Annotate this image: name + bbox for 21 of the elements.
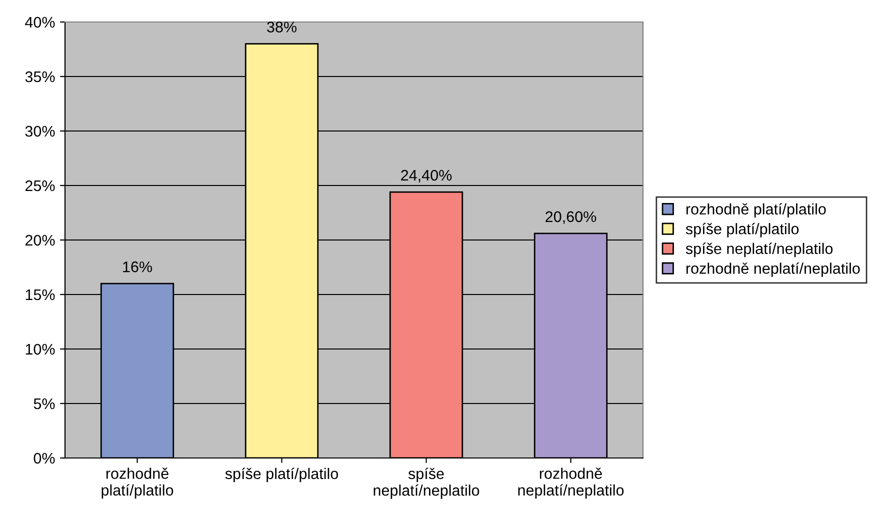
legend-label: spíše platí/platilo	[686, 222, 799, 238]
y-tick-label: 25%	[25, 180, 55, 192]
y-tick-label: 5%	[34, 398, 55, 410]
y-tick-label: 10%	[26, 344, 55, 355]
data-label: 24,40%	[401, 170, 452, 182]
legend-label: spíše neplatí/neplatilo	[686, 242, 833, 258]
data-label: 20,60%	[546, 211, 596, 224]
legend-label: rozhodně neplatí/neplatilo	[686, 262, 860, 277]
y-tick-label: 35%	[25, 71, 55, 82]
data-label: 16%	[123, 261, 152, 272]
y-tick-label: 15%	[26, 289, 55, 300]
x-tick-label: rozhodně neplatí/neplatilo	[518, 468, 624, 499]
y-tick-label: 0%	[34, 452, 55, 464]
x-tick-label: spíše platí/platilo	[225, 468, 338, 482]
y-tick-label: 30%	[25, 126, 55, 137]
data-label: 38%	[267, 22, 296, 32]
y-tick-label: 20%	[25, 234, 55, 246]
x-tick-label: rozhodně platí/platilo	[102, 468, 174, 499]
legend-label: rozhodně platí/platilo	[686, 203, 826, 218]
x-tick-label: spíše neplatí/neplatilo	[374, 468, 480, 499]
y-tick-label: 40%	[25, 16, 55, 28]
